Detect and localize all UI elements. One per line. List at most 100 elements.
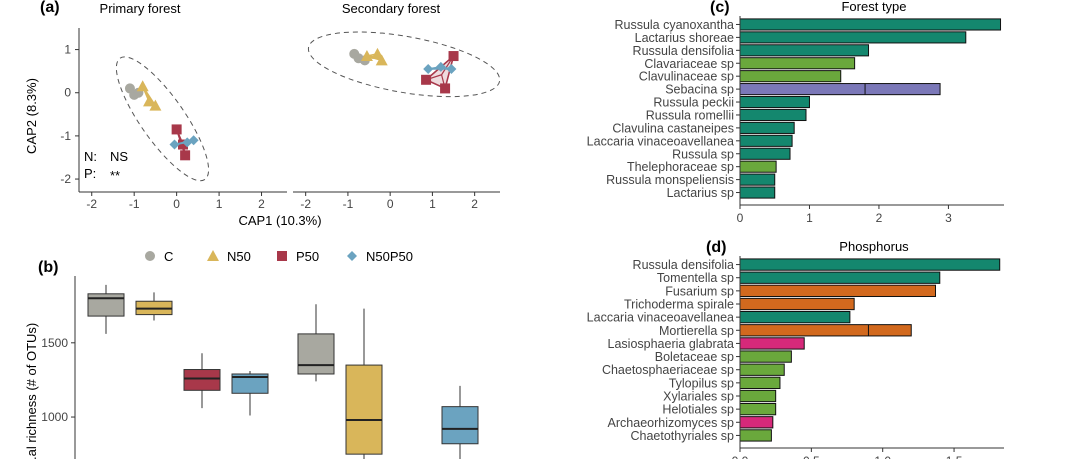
scatter-point xyxy=(421,74,432,85)
bar xyxy=(739,297,855,311)
box-body xyxy=(441,406,479,445)
bar-x-tick-label: 2 xyxy=(876,211,883,225)
scatter-point xyxy=(446,64,457,74)
bar-category-label: Chaetosphaeriaceae sp xyxy=(602,363,734,377)
confidence-ellipse xyxy=(115,56,210,182)
bar-category-label: Russula cyanoxantha xyxy=(614,18,734,32)
bar-x-tick-label: 1.0 xyxy=(874,454,891,459)
d-title: Phosphorus xyxy=(839,239,909,254)
legend-marker xyxy=(347,251,357,261)
bar xyxy=(739,416,774,429)
b-y-tick-label: 1000 xyxy=(41,410,68,424)
a-x-tick-label: -2 xyxy=(300,197,311,211)
a-ylabel: CAP2 (8.3%) xyxy=(24,78,39,154)
scatter-point xyxy=(371,47,384,59)
bar-category-label: Russula monspeliensis xyxy=(606,173,734,187)
bar xyxy=(739,70,842,83)
bar-category-label: Helotiales sp xyxy=(662,403,734,417)
box-body xyxy=(231,373,269,394)
b-y-tick-label: 1500 xyxy=(41,336,68,350)
panel-a-ordination: Primary forest Secondary forest CAP1 (10… xyxy=(24,1,501,228)
panel-b-label: (b) xyxy=(38,259,58,276)
bar xyxy=(739,31,967,44)
bar-category-label: Russula peckii xyxy=(653,96,734,110)
a-x-tick-label: 0 xyxy=(173,197,180,211)
bar-category-label: Clavariaceae sp xyxy=(644,57,734,71)
bar-x-tick-label: 1.5 xyxy=(946,454,963,459)
bar-x-tick-label: 0 xyxy=(737,211,744,225)
bar-category-label: Laccaria vinaceoavellanea xyxy=(587,311,734,325)
bar-category-label: Boletaceae sp xyxy=(655,350,734,364)
c-title: Forest type xyxy=(841,0,906,14)
a-x-tick-label: -1 xyxy=(129,197,140,211)
box-body xyxy=(345,364,383,455)
bar-category-label: Thelephoraceae sp xyxy=(627,160,734,174)
a-x-tick-label: 2 xyxy=(258,197,265,211)
bar xyxy=(739,186,776,199)
scatter-point xyxy=(171,124,182,135)
scatter-point xyxy=(188,135,199,146)
bar-category-label: Russula densifolia xyxy=(633,44,734,58)
bar-category-label: Fusarium sp xyxy=(665,284,734,298)
bar xyxy=(739,83,941,96)
bar xyxy=(739,147,791,160)
bar xyxy=(739,337,805,350)
bar-category-label: Clavulinaceae sp xyxy=(639,70,734,84)
b-ylabel: ...al richness (# of OTUs) xyxy=(24,323,39,459)
scatter-point xyxy=(375,54,388,66)
a-xlabel: CAP1 (10.3%) xyxy=(238,213,321,228)
bar xyxy=(739,310,851,324)
bar xyxy=(739,402,777,416)
bar xyxy=(739,258,1001,271)
box-body xyxy=(87,293,125,317)
scatter-point xyxy=(440,83,451,94)
bar-category-label: Russula densifolia xyxy=(633,258,734,272)
box-body xyxy=(183,369,221,391)
bar-category-label: Archaeorhizomyces sp xyxy=(608,416,734,430)
bar-x-tick-label: 0.0 xyxy=(732,454,749,459)
legend-label: N50 xyxy=(227,249,251,264)
panel-d-label: (d) xyxy=(706,239,726,256)
facet-title-secondary: Secondary forest xyxy=(342,1,441,16)
confidence-ellipse xyxy=(307,31,501,98)
bar-category-label: Tomentella sp xyxy=(657,271,734,285)
bar-x-tick-label: 1 xyxy=(806,211,813,225)
bar xyxy=(739,324,912,337)
bar-category-label: Laccaria vinaceoavellanea xyxy=(587,134,734,148)
bar xyxy=(739,376,781,390)
stats-n-label: N: xyxy=(84,149,97,164)
bar-x-tick-label: 0.5 xyxy=(803,454,820,459)
a-x-tick-label: 1 xyxy=(216,197,223,211)
bar xyxy=(739,389,777,403)
bar xyxy=(739,18,1002,31)
bar xyxy=(739,121,795,134)
bar-category-label: Russula sp xyxy=(672,147,734,161)
scatter-point xyxy=(448,51,459,62)
bar xyxy=(739,160,777,173)
a-x-tick-label: -2 xyxy=(86,197,97,211)
box-body xyxy=(297,333,335,375)
a-y-tick-label: 1 xyxy=(64,43,71,57)
stats-p-label: P: xyxy=(84,166,96,181)
bar xyxy=(739,108,807,122)
scatter-point xyxy=(180,150,191,161)
bar xyxy=(739,350,792,363)
legend-marker xyxy=(145,251,155,261)
bar-x-tick-label: 3 xyxy=(945,211,952,225)
bar-category-label: Xylariales sp xyxy=(663,390,734,404)
a-y-tick-label: -2 xyxy=(60,172,71,186)
bar-category-label: Mortierella sp xyxy=(659,324,734,338)
scatter-point xyxy=(178,139,188,150)
scatter-point xyxy=(423,64,434,74)
bar xyxy=(739,173,776,186)
bar xyxy=(739,363,785,376)
bar-category-label: Tylopilus sp xyxy=(669,376,734,390)
a-x-tick-label: -1 xyxy=(343,197,354,211)
legend-label: P50 xyxy=(296,249,319,264)
a-y-tick-label: -1 xyxy=(60,129,71,143)
panel-a-label: (a) xyxy=(40,0,60,16)
scatter-point xyxy=(360,50,373,62)
panel-c-label: (c) xyxy=(710,0,730,16)
